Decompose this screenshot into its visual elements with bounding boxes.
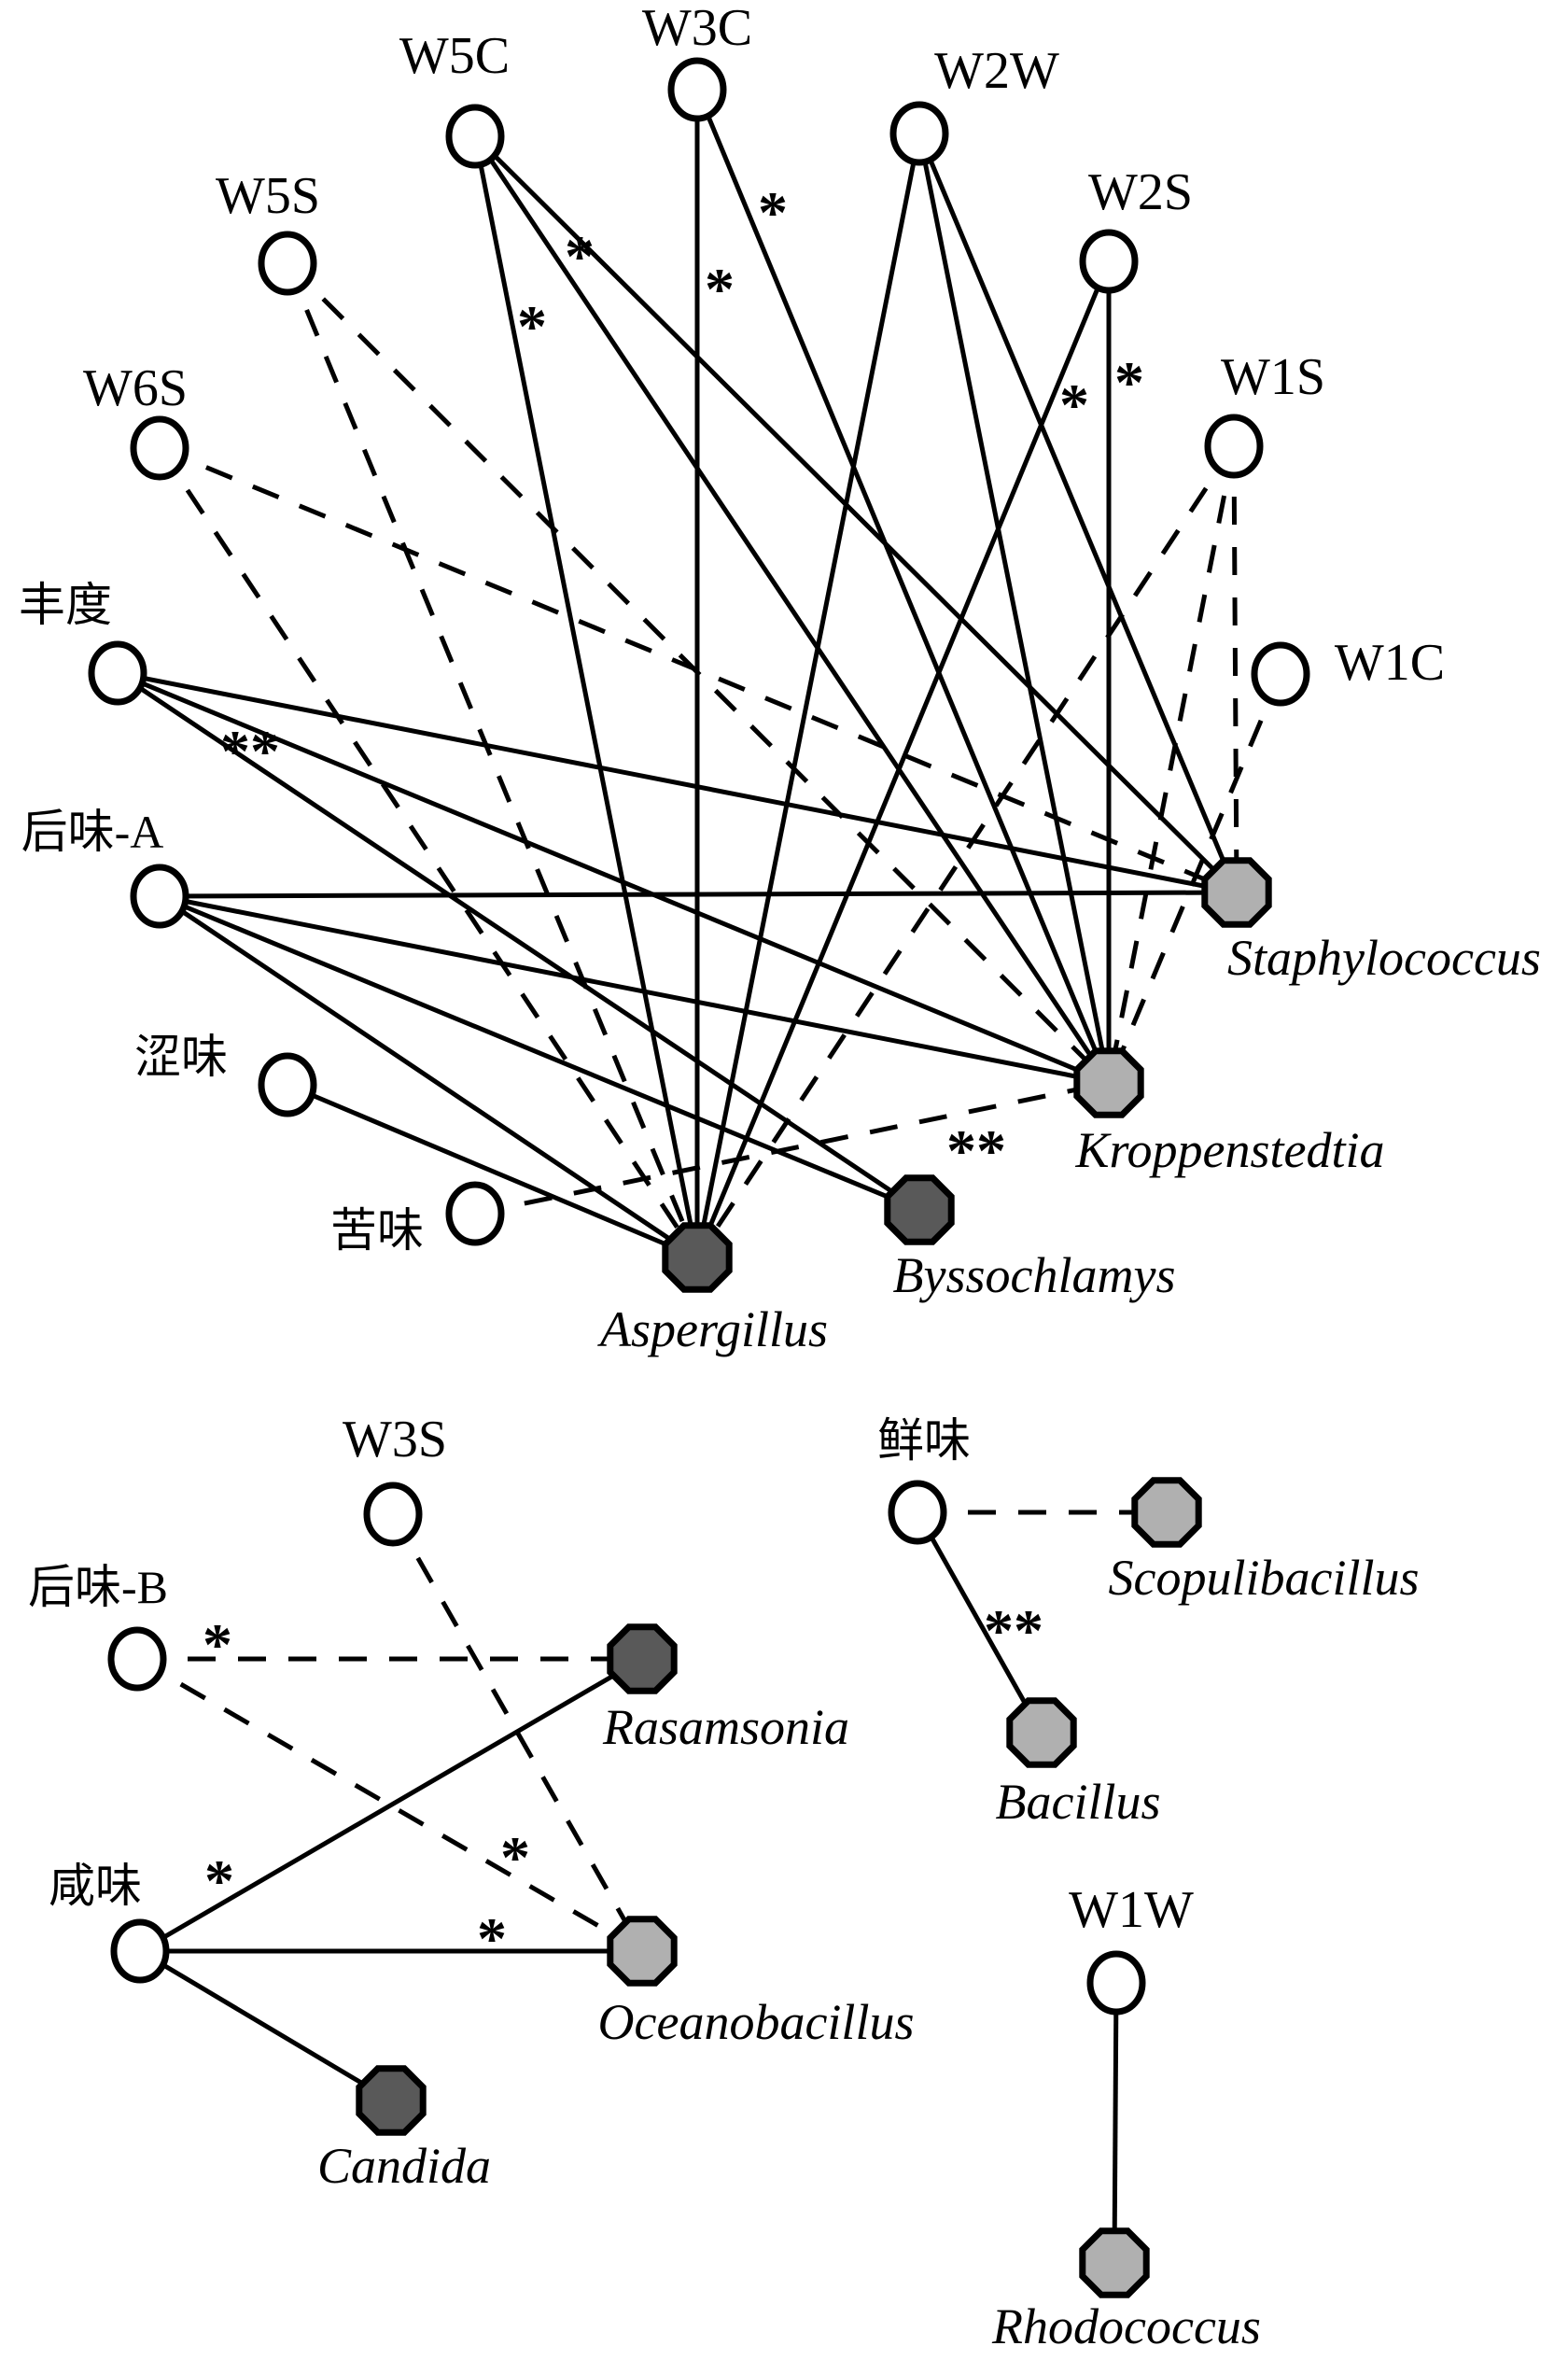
edge-aftertasteA-Byssochlamys-solid [159, 893, 920, 1213]
node-label-W1S: W1S [1221, 348, 1325, 406]
circle-node-salty [110, 1918, 170, 1984]
node-label-Staphylococcus: Staphylococcus [1227, 930, 1541, 986]
edge-richness-Staphylococcus-solid [117, 670, 1238, 895]
edge-W5C-Kroppenstedtia-solid [472, 134, 1112, 1085]
node-label-aftertasteA: 后味-A [21, 806, 164, 858]
circle-node-aftertasteB [107, 1626, 167, 1692]
node-label-W5S: W5S [216, 167, 320, 225]
significance-mark-salty-Rasamsonia: * [204, 1847, 234, 1914]
edge-W2S-Aspergillus-solid [694, 260, 1112, 1258]
node-label-astringency: 涩味 [134, 1031, 228, 1083]
edge-W1C-Kroppenstedtia-dashed [1106, 673, 1283, 1084]
edge-umami-Bacillus-solid [915, 1510, 1044, 1735]
octagon-node-Scopulibacillus [1131, 1477, 1202, 1548]
significance-mark-aftertasteB-Rasamsonia: * [203, 1611, 232, 1678]
node-label-Aspergillus: Aspergillus [597, 1301, 828, 1357]
edge-aftertasteA-Aspergillus-solid [158, 893, 699, 1260]
circle-node-bitterness [445, 1181, 505, 1246]
circle-node-W2S [1079, 229, 1139, 294]
edge-W5C-Aspergillus-solid [472, 135, 700, 1258]
circle-node-W5S [258, 231, 317, 296]
node-label-Kroppenstedtia: Kroppenstedtia [1075, 1122, 1385, 1178]
node-label-Bacillus: Bacillus [996, 1774, 1161, 1830]
edge-W3S-Oceanobacillus-dashed [390, 1512, 645, 1953]
edge-aftertasteA-Kroppenstedtia-solid [159, 893, 1110, 1086]
node-label-W2S: W2S [1088, 163, 1193, 221]
significance-mark-W2S-Aspergillus: * [1059, 372, 1089, 438]
node-label-Oceanobacillus: Oceanobacillus [598, 1994, 915, 2050]
octagon-node-Staphylococcus [1201, 857, 1272, 928]
edge-W1S-Kroppenstedtia-dashed [1106, 445, 1237, 1084]
circle-node-W5C [445, 104, 505, 169]
edge-W1S-Aspergillus-dashed [694, 444, 1237, 1259]
circle-node-aftertasteA [130, 864, 189, 929]
edge-W3C-Kroppenstedtia-solid [694, 89, 1112, 1084]
significance-mark-W5C-Kroppenstedtia: * [565, 223, 595, 289]
significance-mark-aftertasteB-Oceanobacillus: * [500, 1824, 530, 1890]
circle-node-W6S [130, 415, 189, 481]
octagon-node-Byssochlamys [884, 1174, 955, 1245]
edge-richness-Kroppenstedtia-solid [117, 670, 1110, 1086]
octagon-node-Candida [356, 2065, 427, 2136]
edge-astringency-Aspergillus-solid [287, 1082, 698, 1260]
circle-node-astringency [258, 1052, 317, 1117]
node-label-Candida: Candida [317, 2138, 491, 2194]
node-label-umami: 鲜味 [877, 1414, 971, 1467]
node-label-richness: 丰度 [19, 579, 112, 631]
significance-mark-umami-Bacillus: ** [984, 1597, 1043, 1664]
node-label-salty: 咸味 [49, 1860, 142, 1912]
circle-node-W1W [1086, 1950, 1146, 2016]
node-label-W1W: W1W [1069, 1881, 1194, 1939]
edge-W5S-Kroppenstedtia-dashed [286, 261, 1111, 1085]
edge-W2W-Kroppenstedtia-solid [917, 133, 1112, 1084]
edge-W1S-Staphylococcus-dashed [1231, 445, 1239, 893]
octagon-node-Oceanobacillus [607, 1916, 678, 1987]
edge-W1W-Rhodococcus-solid [1112, 1982, 1119, 2264]
edge-salty-Rasamsonia-solid [138, 1656, 644, 1954]
octagon-node-Rhodococcus [1079, 2227, 1150, 2298]
circle-node-umami [888, 1480, 947, 1545]
node-label-aftertasteB: 后味-B [28, 1561, 168, 1613]
octagon-node-Bacillus [1006, 1697, 1077, 1768]
significance-mark-richness-Kroppenstedtia: ** [220, 718, 280, 784]
edge-aftertasteA-Staphylococcus-solid [159, 890, 1238, 899]
edge-bitterness-Kroppenstedtia-dashed [474, 1080, 1110, 1216]
edge-W6S-Aspergillus-dashed [157, 446, 700, 1259]
node-label-Rasamsonia: Rasamsonia [602, 1699, 849, 1755]
octagon-node-Kroppenstedtia [1073, 1047, 1144, 1118]
circle-node-W1S [1204, 414, 1264, 479]
edge-W2W-Staphylococcus-solid [917, 133, 1239, 893]
edge-W6S-Staphylococcus-dashed [159, 445, 1238, 895]
circle-node-W1C [1251, 641, 1310, 707]
node-label-W3S: W3S [343, 1411, 447, 1468]
node-label-W1C: W1C [1335, 634, 1445, 692]
circle-node-W3S [363, 1482, 423, 1547]
node-label-W6S: W6S [83, 359, 188, 417]
node-label-Rhodococcus: Rhodococcus [991, 2298, 1261, 2354]
circle-node-W2W [889, 101, 949, 166]
edge-salty-Candida-solid [138, 1948, 393, 2103]
significance-mark-bitterness-Kroppenstedtia: ** [946, 1117, 1006, 1184]
edge-W2W-Aspergillus-solid [694, 133, 922, 1258]
node-label-W5C: W5C [399, 27, 510, 85]
significance-mark-W5C-Aspergillus: * [517, 293, 547, 359]
significance-mark-W3C-Kroppenstedtia: * [758, 179, 788, 246]
significance-mark-W2S-Kroppenstedtia: * [1114, 349, 1144, 415]
significance-mark-salty-Oceanobacillus: * [477, 1905, 507, 1972]
node-label-W3C: W3C [642, 0, 752, 57]
significance-mark-W3C-Aspergillus: * [705, 256, 735, 322]
node-label-bitterness: 苦味 [330, 1204, 424, 1257]
octagon-node-Rasamsonia [607, 1623, 678, 1694]
circle-node-richness [88, 640, 147, 706]
octagon-node-Aspergillus [662, 1222, 733, 1293]
node-label-Byssochlamys: Byssochlamys [893, 1247, 1176, 1303]
edge-W5S-Aspergillus-dashed [285, 262, 700, 1258]
node-label-W2W: W2W [934, 42, 1059, 100]
circle-node-W3C [667, 57, 727, 122]
node-label-Scopulibacillus: Scopulibacillus [1109, 1550, 1420, 1606]
